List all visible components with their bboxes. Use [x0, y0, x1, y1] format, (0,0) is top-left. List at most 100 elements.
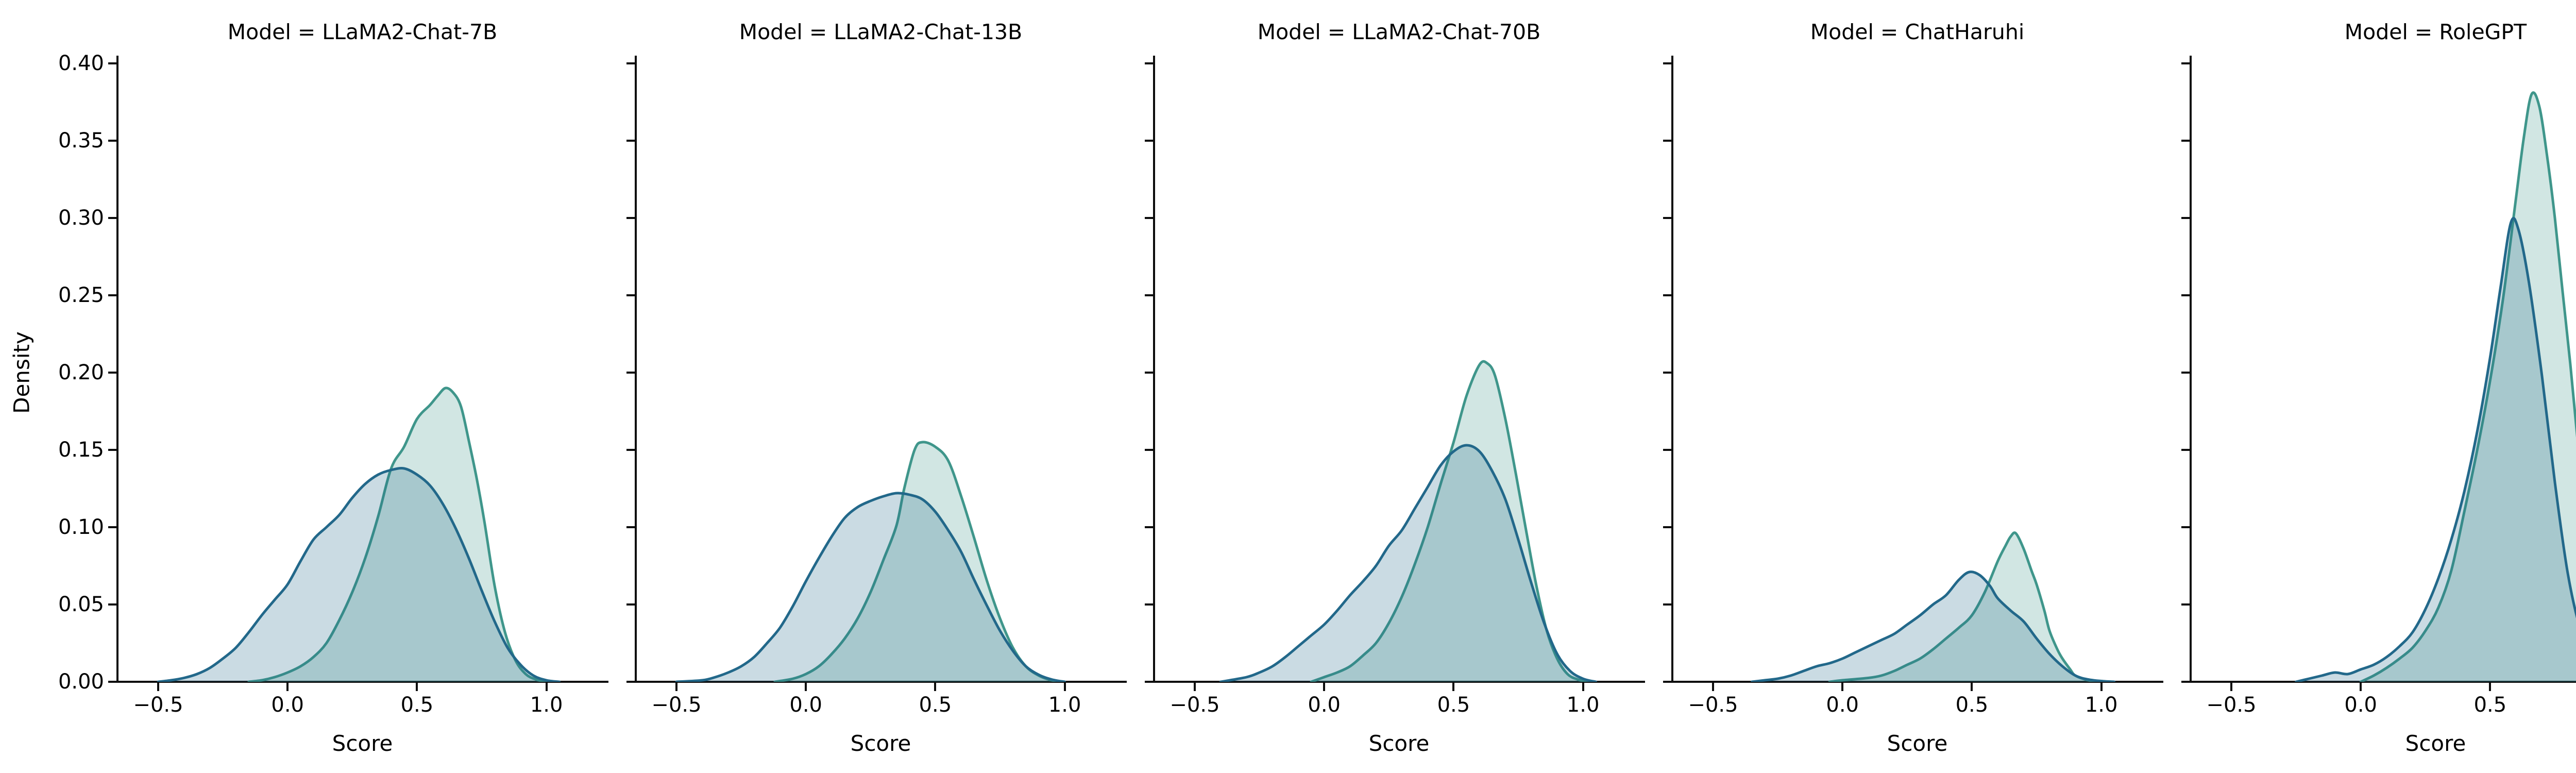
y-tick-label: 0.35 [58, 129, 104, 153]
x-tick [805, 683, 807, 691]
x-tick-label: 1.0 [1566, 693, 1600, 717]
kde-plot-RoleGPT [2295, 91, 2576, 682]
facet-title: Model = LLaMA2-Chat-7B [227, 20, 498, 44]
y-tick [1663, 217, 1671, 219]
kde-line-neg [1750, 570, 2116, 682]
x-axis-spine [635, 681, 1127, 683]
y-tick [1145, 294, 1153, 296]
y-tick [2181, 372, 2190, 374]
y-tick-label: 0.15 [58, 438, 104, 462]
x-tick-label: 0.5 [400, 693, 434, 717]
y-tick [1145, 603, 1153, 606]
x-tick-label: 0.0 [1308, 693, 1341, 717]
y-tick [1145, 449, 1153, 451]
y-tick [1663, 681, 1671, 683]
x-tick-label: 0.0 [271, 693, 304, 717]
y-tick [2181, 140, 2190, 142]
x-tick-label: 0.0 [2344, 693, 2377, 717]
y-tick-label: 0.00 [58, 670, 104, 694]
x-axis-label: Score [1887, 731, 1948, 756]
y-tick [108, 526, 116, 528]
facet-panel: Model = LLaMA2-Chat-7B 0.00 0.05 0.10 0.15 0.… [58, 0, 608, 773]
y-tick [2181, 449, 2190, 451]
facet-panel: Model = ChatHaruhi −0.5 0.0 0.5 1.0 Score [1663, 0, 2163, 773]
y-tick [1663, 449, 1671, 451]
x-tick [1063, 683, 1066, 691]
y-axis-spine [2190, 56, 2192, 683]
y-tick [1663, 62, 1671, 64]
y-tick [1663, 294, 1671, 296]
kde-plot-LLaMA2-Chat-13B [675, 441, 1066, 682]
x-axis-label: Score [332, 731, 393, 756]
x-axis-spine [116, 681, 608, 683]
y-tick [2181, 526, 2190, 528]
x-tick [2100, 683, 2103, 691]
y-tick-label: 0.20 [58, 361, 104, 384]
x-axis-spine [2190, 681, 2576, 683]
x-tick [675, 683, 677, 691]
x-tick-label: 0.5 [2473, 693, 2507, 717]
y-tick [1145, 140, 1153, 142]
y-tick [108, 449, 116, 451]
x-tick [1841, 683, 1844, 691]
y-axis-spine [1153, 56, 1155, 683]
x-tick [2489, 683, 2492, 691]
x-tick-label: −0.5 [133, 693, 183, 717]
facet-title: Model = LLaMA2-Chat-13B [739, 20, 1023, 44]
y-tick [626, 140, 635, 142]
y-tick [1145, 681, 1153, 683]
y-tick [2181, 217, 2190, 219]
x-tick-label: 1.0 [530, 693, 563, 717]
x-tick-label: 0.5 [1955, 693, 1989, 717]
y-tick [626, 62, 635, 64]
x-tick-label: 0.0 [1826, 693, 1859, 717]
x-axis-label: Score [2405, 731, 2466, 756]
kde-fill-neg [158, 468, 560, 682]
x-tick [1323, 683, 1326, 691]
x-tick-label: 0.5 [1437, 693, 1470, 717]
kde-plot-ChatHaruhi [1750, 531, 2116, 682]
y-tick-label: 0.25 [58, 283, 104, 307]
kde-line-neg [1219, 444, 1598, 682]
y-tick [2181, 62, 2190, 64]
x-tick-label: 1.0 [2084, 693, 2118, 717]
y-tick [626, 449, 635, 451]
kde-line-pos [2359, 91, 2576, 682]
x-tick [1582, 683, 1584, 691]
y-tick [1145, 526, 1153, 528]
y-tick [626, 603, 635, 606]
y-tick [626, 372, 635, 374]
kde-line-neg [2295, 216, 2576, 682]
x-tick-label: 1.0 [1048, 693, 1081, 717]
x-tick [934, 683, 937, 691]
y-tick [2181, 681, 2190, 683]
x-tick [545, 683, 548, 691]
kde-line-pos [773, 441, 1066, 682]
x-tick-label: −0.5 [2206, 693, 2257, 717]
x-tick [2360, 683, 2362, 691]
x-tick-label: −0.5 [1688, 693, 1738, 717]
kde-line-pos [247, 386, 548, 682]
kde-fill-pos [1311, 361, 1588, 682]
x-axis-spine [1153, 681, 1645, 683]
y-tick [108, 294, 116, 296]
y-tick [1145, 62, 1153, 64]
x-tick [1971, 683, 1973, 691]
y-tick [1663, 372, 1671, 374]
x-tick [2230, 683, 2232, 691]
y-tick-label: 0.40 [58, 52, 104, 75]
y-axis-spine [116, 56, 118, 683]
y-tick [626, 294, 635, 296]
y-tick-label: 0.10 [58, 515, 104, 539]
y-tick [108, 62, 116, 64]
y-tick [2181, 294, 2190, 296]
y-tick [108, 603, 116, 606]
y-tick [626, 526, 635, 528]
x-tick [1194, 683, 1196, 691]
y-tick [108, 217, 116, 219]
x-tick [1712, 683, 1714, 691]
y-tick [1145, 372, 1153, 374]
kde-plot-LLaMA2-Chat-7B [157, 386, 561, 682]
